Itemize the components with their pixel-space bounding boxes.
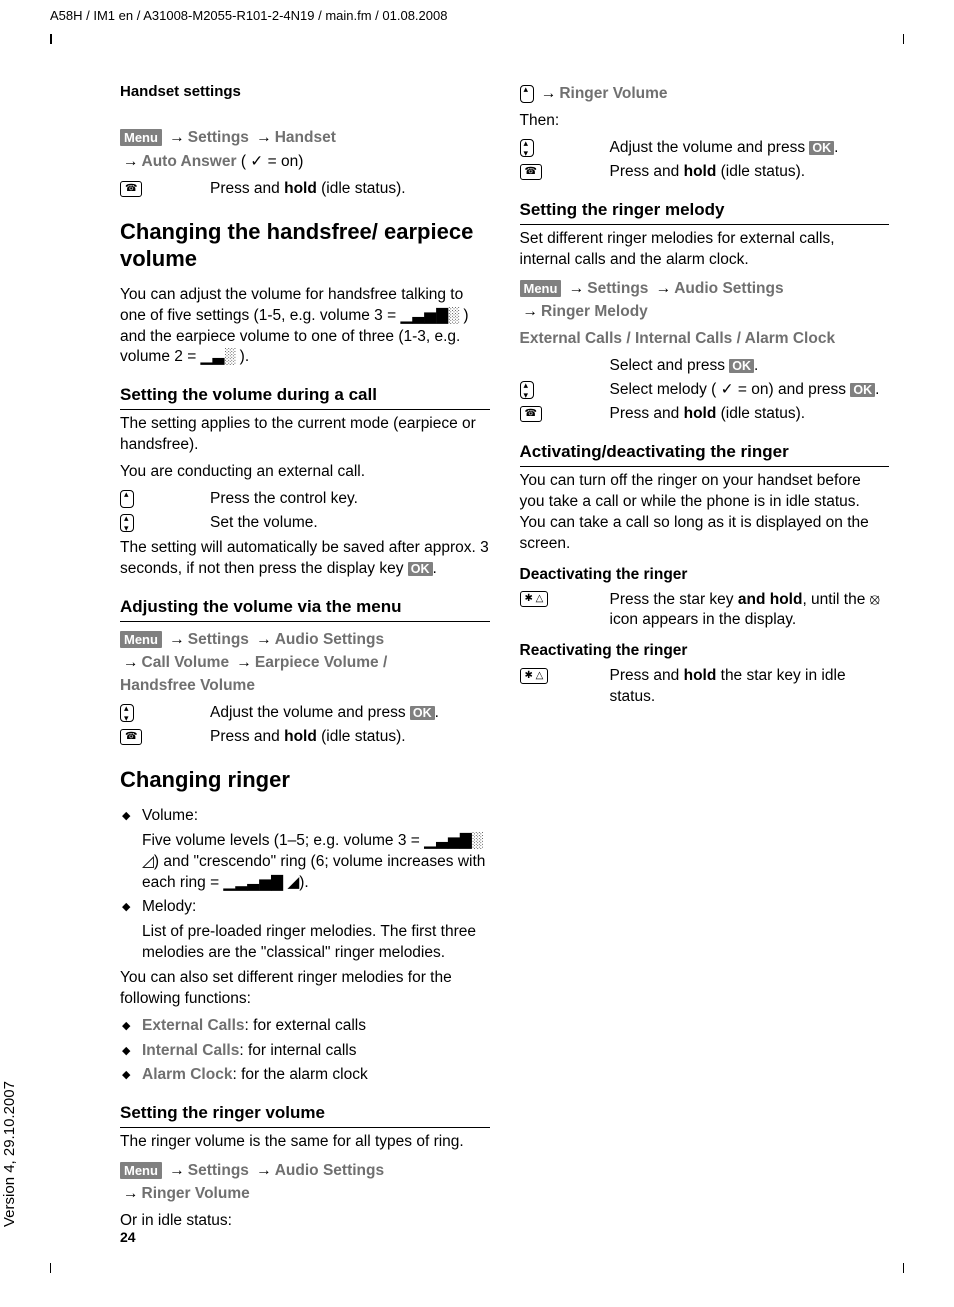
ok-badge: OK	[850, 383, 875, 397]
paragraph: You can adjust the volume for handsfree …	[120, 285, 490, 369]
instruction-row: ✱ △ Press and hold the star key in idle …	[520, 666, 890, 708]
menu-badge: Menu	[120, 631, 162, 648]
list-item: Alarm Clock: for the alarm clock	[120, 1065, 490, 1086]
heading-activate-ringer: Activating/deactivating the ringer	[520, 441, 890, 467]
instruction-row: ☎ Press and hold (idle status).	[120, 179, 490, 200]
section-header: Handset settings	[120, 82, 490, 102]
control-key-updown-icon	[120, 704, 134, 722]
paragraph: Or in idle status:	[120, 1211, 490, 1232]
instruction-row: ☎ Press and hold (idle status).	[520, 404, 890, 425]
menu-path: Menu →Settings →Handset →Auto Answer ( ✓…	[120, 126, 490, 173]
ok-badge: OK	[809, 141, 834, 155]
menu-path: →Ringer Volume	[520, 82, 890, 105]
bullet-list: Melody:	[120, 897, 490, 918]
paragraph: You are conducting an external call.	[120, 462, 490, 483]
doc-header: A58H / IM1 en / A31008-M2055-R101-2-4N19…	[50, 8, 447, 23]
star-key-icon: ✱ △	[520, 591, 549, 607]
control-key-updown-icon	[520, 139, 534, 157]
menu-badge: Menu	[120, 129, 162, 146]
paragraph: The ringer volume is the same for all ty…	[120, 1132, 490, 1153]
hangup-key-icon: ☎	[120, 181, 142, 197]
control-key-updown-icon	[520, 381, 534, 399]
list-item: External Calls: for external calls	[120, 1016, 490, 1037]
subheading-deactivate: Deactivating the ringer	[520, 565, 890, 586]
list-subtext: List of pre-loaded ringer melodies. The …	[120, 922, 490, 964]
heading-vol-call: Setting the volume during a call	[120, 384, 490, 410]
paragraph: The setting applies to the current mode …	[120, 414, 490, 456]
menu-badge: Menu	[520, 280, 562, 297]
control-key-up-icon	[520, 85, 534, 103]
version-text: Version 4, 29.10.2007	[1, 1081, 18, 1227]
menu-path: Menu →Settings →Audio Settings →Ringer M…	[520, 277, 890, 324]
instruction-row: Adjust the volume and press OK.	[520, 138, 890, 159]
list-item: Internal Calls: for internal calls	[120, 1041, 490, 1062]
hangup-key-icon: ☎	[520, 164, 542, 180]
menu-path: Menu →Settings →Audio Settings →Ringer V…	[120, 1159, 490, 1206]
instruction-row: Press the control key.	[120, 489, 490, 510]
instruction-row: ✱ △ Press the star key and hold, until t…	[520, 590, 890, 632]
menu-badge: Menu	[120, 1162, 162, 1179]
ok-badge: OK	[410, 706, 435, 720]
paragraph: Set different ringer melodies for extern…	[520, 229, 890, 271]
hangup-key-icon: ☎	[120, 729, 142, 745]
options-line: External Calls / Internal Calls / Alarm …	[520, 329, 890, 350]
page-content: Handset settings Menu →Settings →Handset…	[120, 82, 889, 1247]
paragraph: You can turn off the ringer on your hand…	[520, 471, 890, 555]
instruction-row: ☎ Press and hold (idle status).	[120, 727, 490, 748]
list-subtext: Five volume levels (1–5; e.g. volume 3 =…	[120, 831, 490, 894]
instruction-row: ☎ Press and hold (idle status).	[520, 162, 890, 183]
instruction-row: Set the volume.	[120, 513, 490, 534]
control-key-up-icon	[120, 490, 134, 508]
control-key-updown-icon	[120, 514, 134, 532]
paragraph: The setting will automatically be saved …	[120, 538, 490, 580]
heading-handsfree: Changing the handsfree/ earpiece volume	[120, 218, 490, 273]
instruction-row: Select and press OK.	[520, 356, 890, 377]
crop-mark	[903, 1263, 904, 1273]
crop-mark	[50, 34, 60, 44]
crop-mark	[50, 1263, 51, 1273]
heading-vol-menu: Adjusting the volume via the menu	[120, 596, 490, 622]
paragraph: You can also set different ringer melodi…	[120, 968, 490, 1010]
instruction-row: Select melody ( ✓ = on) and press OK.	[520, 380, 890, 401]
hangup-key-icon: ☎	[520, 406, 542, 422]
bullet-list: Volume:	[120, 806, 490, 827]
heading-ringer-melody: Setting the ringer melody	[520, 199, 890, 225]
list-item: Volume:	[120, 806, 490, 827]
ok-badge: OK	[408, 562, 433, 576]
heading-ringer: Changing ringer	[120, 766, 490, 794]
bullet-list: Internal Calls: for internal calls Alarm…	[120, 1041, 490, 1086]
list-item: Melody:	[120, 897, 490, 918]
heading-ringer-vol: Setting the ringer volume	[120, 1102, 490, 1128]
star-key-icon: ✱ △	[520, 668, 549, 684]
ok-badge: OK	[729, 359, 754, 373]
menu-path: Menu →Settings →Audio Settings →Call Vol…	[120, 628, 490, 698]
bullet-list: External Calls: for external calls	[120, 1016, 490, 1037]
crop-mark	[903, 34, 904, 44]
instruction-row: Adjust the volume and press OK.	[120, 703, 490, 724]
paragraph: Then:	[520, 111, 890, 132]
subheading-reactivate: Reactivating the ringer	[520, 641, 890, 662]
page-number: 24	[120, 1228, 136, 1247]
